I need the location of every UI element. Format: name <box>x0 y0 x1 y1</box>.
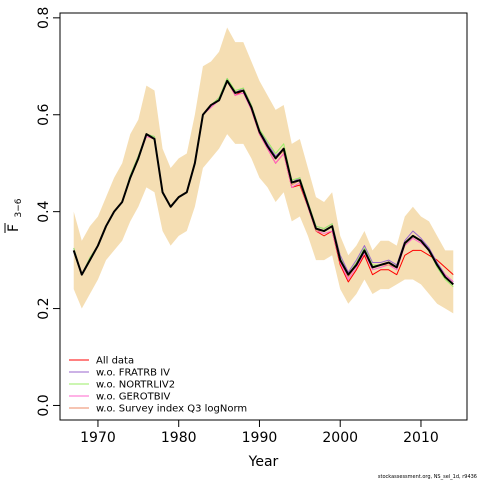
series-layer <box>72 77 454 288</box>
y-tick-label: 0.4 <box>36 200 52 222</box>
x-tick-label: 1980 <box>161 430 197 446</box>
y-tick-label: 0.8 <box>36 7 52 29</box>
legend-label: w.o. GEROTBIV <box>96 392 171 403</box>
footer-credit: stockassessment.org, NS_sel_1d, r9436 <box>378 474 477 480</box>
x-axis-title: Year <box>248 454 279 470</box>
x-tick-label: 2010 <box>403 430 439 446</box>
y-axis-title-main: F <box>6 224 22 232</box>
y-tick-label: 0.2 <box>36 297 52 319</box>
legend-label: w.o. NORTRLIV2 <box>96 380 175 391</box>
y-axis-title-subscript: 3−6 <box>14 198 24 217</box>
legend-label: All data <box>96 356 134 367</box>
confidence-band-layer <box>73 27 454 314</box>
x-tick-label: 1970 <box>80 430 116 446</box>
legend-label: w.o. Survey index Q3 logNorm <box>96 404 247 415</box>
y-axis-title: F 3−6 <box>4 198 24 233</box>
legend-label: w.o. FRATRB IV <box>96 368 170 379</box>
y-tick-label: 0.6 <box>36 104 52 126</box>
confidence-band <box>73 27 454 314</box>
x-tick-label: 1990 <box>242 430 278 446</box>
y-axis: 0.0 0.2 0.4 0.6 0.8 <box>36 7 61 417</box>
x-axis: 1970 1980 1990 2000 2010 <box>80 419 439 446</box>
x-tick-label: 2000 <box>322 430 358 446</box>
series-line-estimate <box>72 79 454 286</box>
y-tick-label: 0.0 <box>36 394 52 416</box>
